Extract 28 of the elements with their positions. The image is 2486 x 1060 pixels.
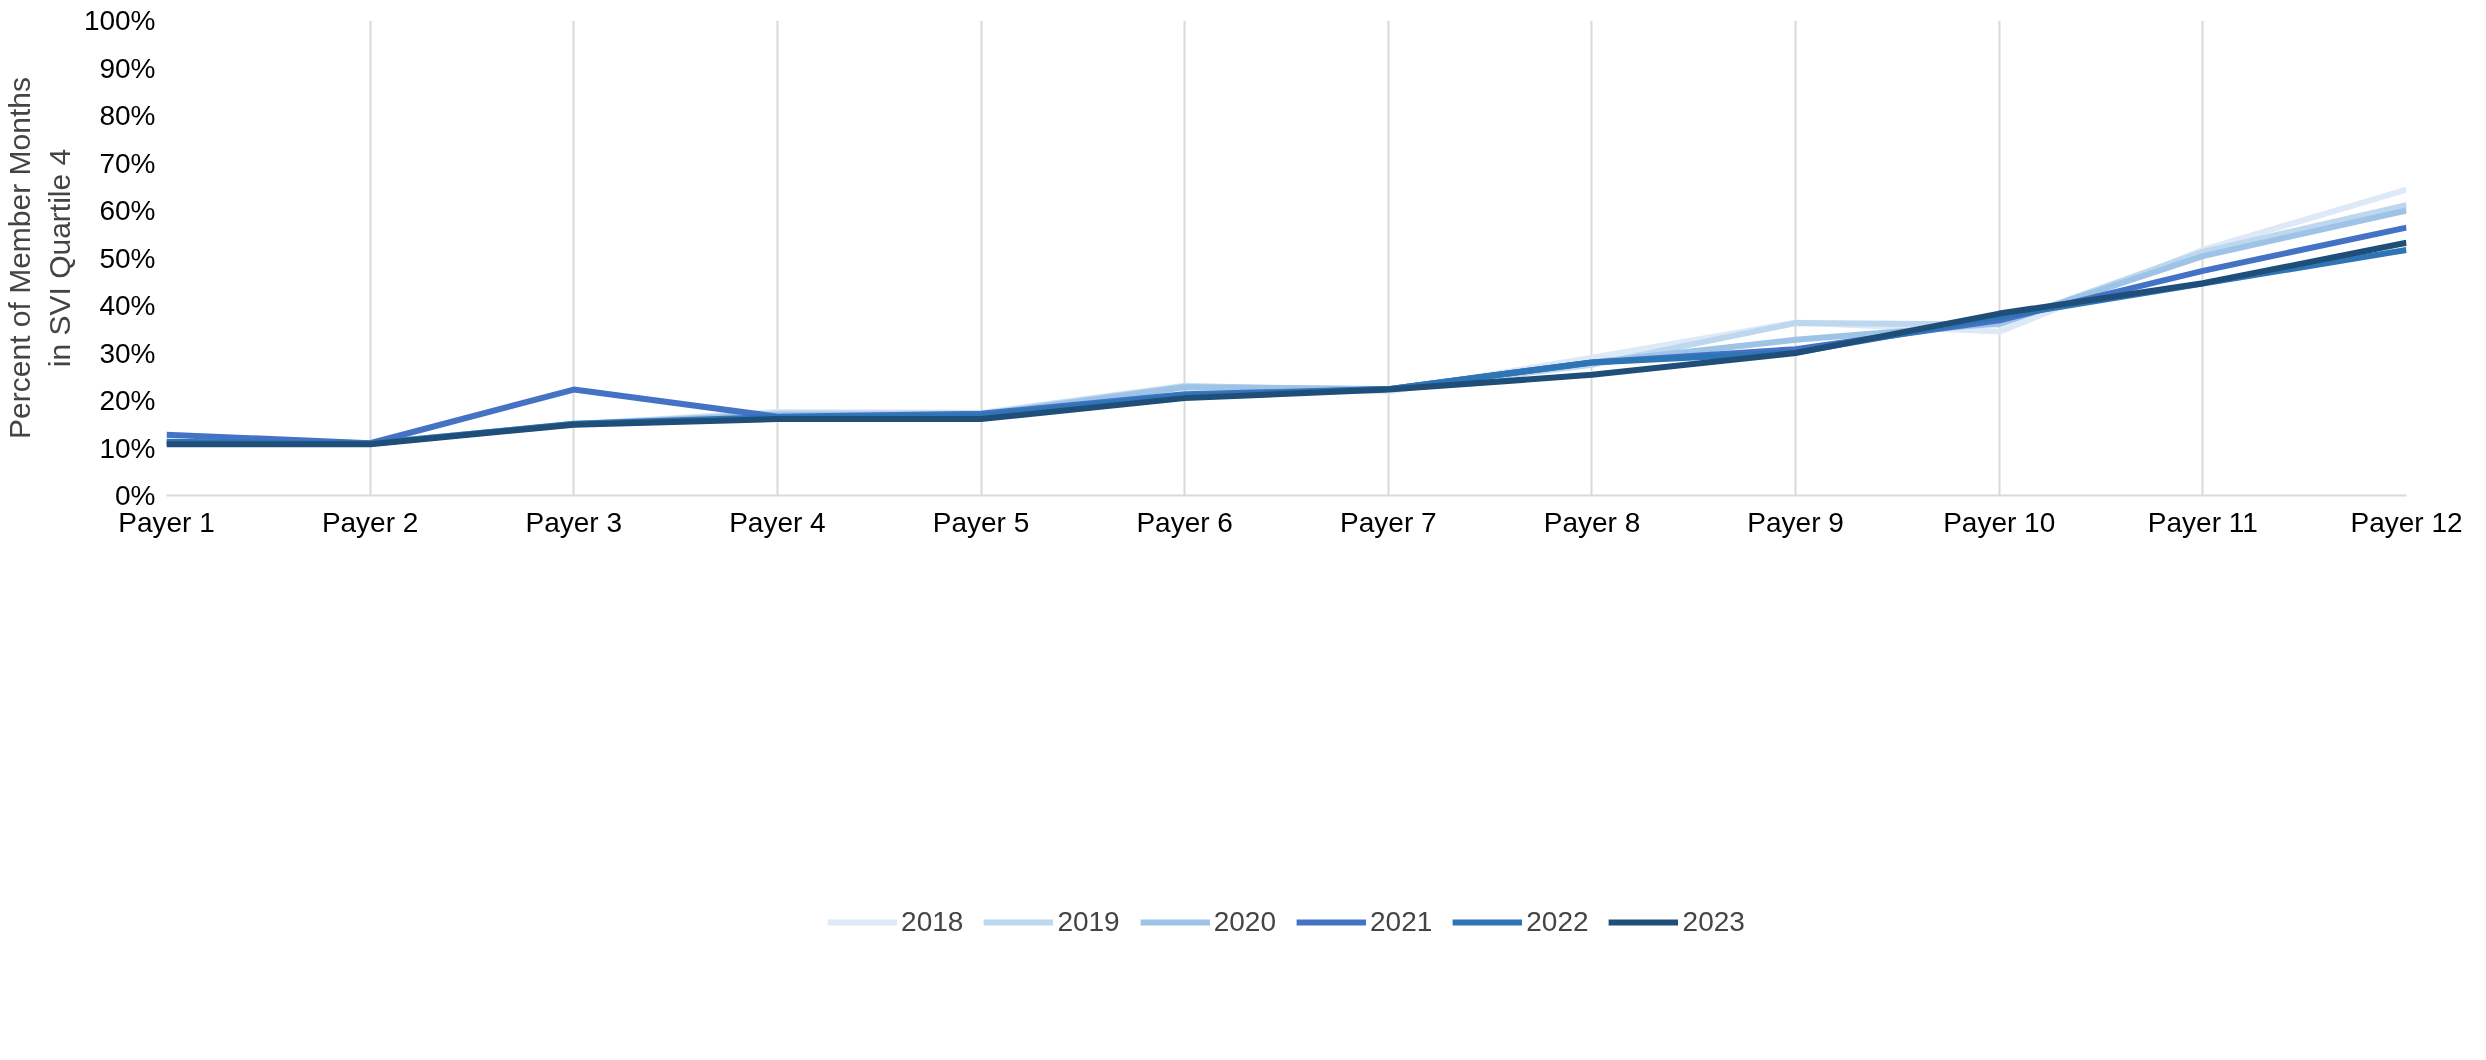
x-tick-label: Payer 2 (321, 506, 419, 538)
legend-label: 2023 (1682, 906, 1745, 938)
y-tick-label: 20% (99, 385, 156, 416)
y-tick-label: 30% (99, 337, 156, 369)
x-tick-label: Payer 9 (1747, 506, 1844, 538)
y-tick-label: 80% (99, 100, 156, 131)
x-tick-label: Payer 12 (2350, 506, 2463, 538)
x-tick-label: Payer 3 (525, 506, 623, 538)
y-axis-title: Percent of Member Months in SVI Quartile 4 (3, 77, 76, 439)
y-tick-label: 50% (99, 242, 156, 274)
x-tick-label: Payer 7 (1340, 506, 1437, 538)
y-tick-label: 60% (99, 195, 156, 226)
legend-label: 2018 (901, 906, 964, 938)
x-tick-label: Payer 5 (932, 506, 1030, 538)
legend-label: 2020 (1213, 906, 1276, 938)
y-tick-label: 10% (99, 432, 156, 464)
legend-label: 2019 (1057, 906, 1120, 938)
x-tick-label: Payer 11 (2147, 506, 2258, 538)
y-tick-label: 70% (99, 147, 156, 179)
y-tick-label: 90% (99, 52, 156, 84)
legend-label: 2022 (1526, 906, 1589, 938)
x-tick-label: Payer 8 (1543, 506, 1641, 538)
y-tick-label: 100% (83, 5, 156, 36)
x-tick-label: Payer 4 (729, 506, 826, 538)
y-tick-label: 40% (99, 290, 156, 321)
x-tick-label: Payer 10 (1943, 506, 2056, 538)
x-tick-label: Payer 6 (1136, 506, 1233, 538)
legend-label: 2021 (1370, 906, 1433, 938)
